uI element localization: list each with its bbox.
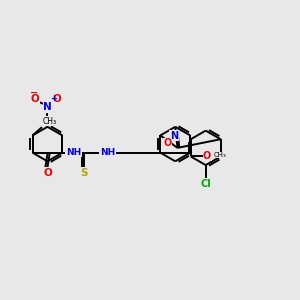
Text: O: O: [163, 138, 172, 148]
Text: CH₃: CH₃: [43, 117, 57, 126]
Text: Cl: Cl: [200, 178, 211, 188]
Text: +: +: [50, 94, 57, 103]
Text: N: N: [43, 103, 52, 112]
Text: N: N: [170, 131, 178, 141]
Text: CH₃: CH₃: [214, 152, 226, 158]
Text: O: O: [43, 168, 52, 178]
Text: S: S: [80, 168, 87, 178]
Text: NH: NH: [100, 148, 116, 157]
Text: −: −: [30, 88, 38, 98]
Text: O: O: [203, 151, 211, 161]
Text: NH: NH: [66, 148, 82, 157]
Text: O: O: [30, 94, 39, 103]
Text: O: O: [53, 94, 62, 103]
